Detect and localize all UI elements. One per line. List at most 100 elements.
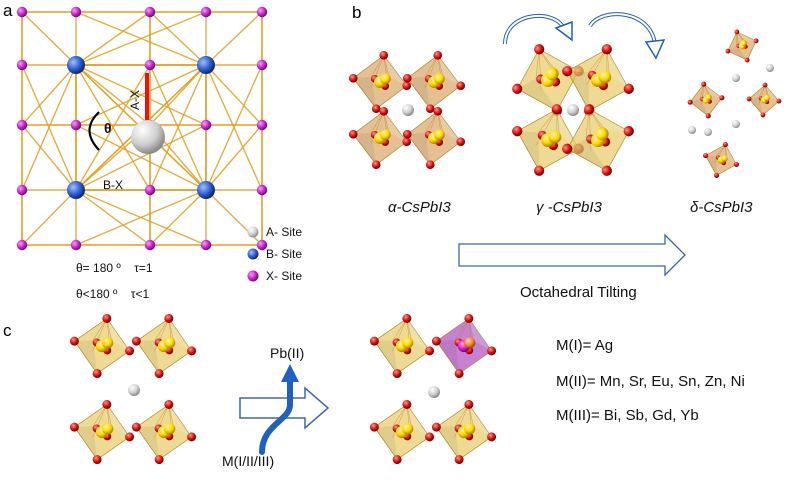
doped-octahedron-3 (431, 399, 497, 465)
doped-octahedron-2 (369, 399, 435, 465)
alpha-octahedron-0-x-atom-1 (402, 81, 412, 91)
legend-b-site-marker (247, 248, 259, 260)
alpha-octahedron-0 (348, 50, 412, 114)
panel-b-structures (348, 12, 782, 178)
a-site-atom (131, 120, 165, 154)
parent-octahedron-2-x-atom-0 (102, 399, 112, 409)
legend-x-site-marker (247, 270, 259, 282)
gamma-octahedron-2 (512, 104, 584, 176)
gamma-octahedron-3-x-atom-0 (584, 104, 595, 115)
delta-a-cation-4 (704, 128, 712, 136)
delta-octahedron-2-x-atom-0 (762, 82, 768, 88)
doped-octahedron-3-x-atom-0 (464, 399, 474, 409)
phase-alpha-label: α-CsPbI3 (388, 199, 451, 216)
exchange-arrow-head (281, 364, 299, 382)
alpha-octahedron-3-x-atom-1 (456, 137, 466, 147)
gamma-octahedron-1-x-atom-0 (601, 44, 612, 55)
panel-c-structures (69, 313, 497, 465)
delta-a-cation-0 (732, 74, 740, 82)
b-site-atom-0 (67, 56, 85, 74)
doped-octahedron-2-x-atom-0 (402, 399, 412, 409)
theta-arc (88, 111, 100, 151)
x-site-atom-0 (16, 6, 28, 18)
delta-octahedron-3-x-atom-1 (733, 161, 739, 167)
condition-cubic: θ= 180 º τ=1 (76, 261, 153, 275)
alpha-octahedron-1-x-atom-0 (433, 50, 443, 60)
alpha-a-cation (402, 104, 414, 116)
condition-distorted: θ<180 º τ<1 (76, 287, 150, 301)
legend-x-site-label: X- Site (266, 269, 302, 283)
legend-b-site-label: B- Site (266, 247, 302, 261)
legend-a-site-marker (247, 226, 259, 238)
parent-octahedron-1-x-atom-1 (187, 346, 197, 356)
x-site-atom-15 (200, 6, 212, 18)
gamma-octahedron-2-x-atom-2 (534, 165, 545, 176)
doped-octahedron-0-x-atom-0 (402, 313, 412, 323)
doped-octahedron-1-x-atom-3 (431, 336, 441, 346)
delta-octahedron-3-x-atom-3 (703, 153, 709, 159)
parent-octahedron-1-x-atom-2 (154, 369, 164, 379)
delta-octahedron-0-x-atom-0 (734, 29, 740, 35)
panel-a-structure (16, 6, 268, 251)
gamma-octahedron-0-x-atom-3 (512, 83, 523, 94)
parent-octahedron-0-x-atom-0 (102, 313, 112, 323)
delta-octahedron-0-x-atom-1 (753, 38, 759, 44)
substitution-m3: M(III)= Bi, Sb, Gd, Yb (556, 407, 699, 424)
parent-octahedron-2-x-atom-3 (69, 422, 79, 432)
parent-octahedron-2-x-atom-2 (92, 455, 102, 465)
phase-delta-label: δ-CsPbI3 (690, 199, 753, 216)
parent-octahedron-3-x-atom-1 (187, 432, 197, 442)
gamma-a-cation (567, 104, 579, 116)
parent-octahedron-0 (69, 313, 135, 379)
x-site-atom-22 (256, 119, 268, 131)
delta-octahedron-0 (725, 29, 759, 63)
alpha-octahedron-1-x-atom-2 (425, 104, 435, 114)
parent-octahedron-3-x-atom-2 (154, 455, 164, 465)
x-site-atom-10 (144, 6, 156, 18)
delta-octahedron-3-x-atom-0 (722, 142, 728, 148)
doped-octahedron-2-x-atom-3 (369, 422, 379, 432)
delta-octahedron-0-x-atom-2 (744, 57, 750, 63)
delta-octahedron-1-x-atom-0 (701, 81, 707, 87)
alpha-octahedron-1-x-atom-1 (456, 81, 466, 91)
delta-octahedron-2-x-atom-1 (776, 98, 782, 104)
delta-octahedron-2-x-atom-3 (746, 96, 752, 102)
doped-octahedron-0-x-atom-3 (369, 336, 379, 346)
x-site-atom-24 (256, 239, 268, 251)
delta-octahedron-1-x-atom-1 (719, 95, 725, 101)
parent-octahedron-0-x-atom-2 (92, 369, 102, 379)
gamma-octahedron-3-x-atom-2 (601, 165, 612, 176)
alpha-octahedron-2-x-atom-2 (371, 160, 381, 170)
doped-a-cation (428, 386, 440, 398)
parent-octahedron-2-x-atom-1 (125, 432, 135, 442)
doped-octahedron-3-x-atom-3 (431, 422, 441, 432)
delta-octahedron-1-x-atom-2 (705, 113, 711, 119)
delta-a-cation-1 (766, 64, 774, 72)
x-site-atom-20 (256, 6, 268, 18)
doped-octahedron-2-x-atom-2 (392, 455, 402, 465)
parent-octahedron-2 (69, 399, 135, 465)
alpha-octahedron-1-x-atom-3 (402, 73, 412, 83)
alpha-octahedron-0-x-atom-2 (371, 104, 381, 114)
x-site-atom-23 (256, 184, 268, 196)
x-site-atom-9 (70, 239, 82, 251)
panel-a-letter: a (3, 1, 13, 20)
parent-octahedron-0-x-atom-3 (69, 336, 79, 346)
doped-octahedron-3-x-atom-1 (487, 432, 497, 442)
doped-octahedron-2-x-atom-1 (425, 432, 435, 442)
parent-a-cation (128, 384, 140, 396)
delta-octahedron-1-x-atom-3 (687, 99, 693, 105)
delta-octahedron-3-x-atom-2 (714, 172, 720, 178)
alpha-octahedron-1 (402, 50, 466, 114)
alpha-octahedron-0-x-atom-3 (348, 73, 358, 83)
substitution-m1: M(I)= Ag (556, 337, 613, 354)
tilting-label: Octahedral Tilting (520, 284, 637, 301)
tilting-arrow (458, 233, 686, 277)
alpha-octahedron-0-x-atom-0 (379, 50, 389, 60)
gamma-octahedron-0 (512, 44, 584, 116)
alpha-octahedron-2-x-atom-1 (402, 137, 412, 147)
legend-a-site-label: A- Site (266, 225, 302, 239)
x-site-atom-21 (256, 59, 268, 71)
delta-octahedron-3 (703, 142, 739, 178)
